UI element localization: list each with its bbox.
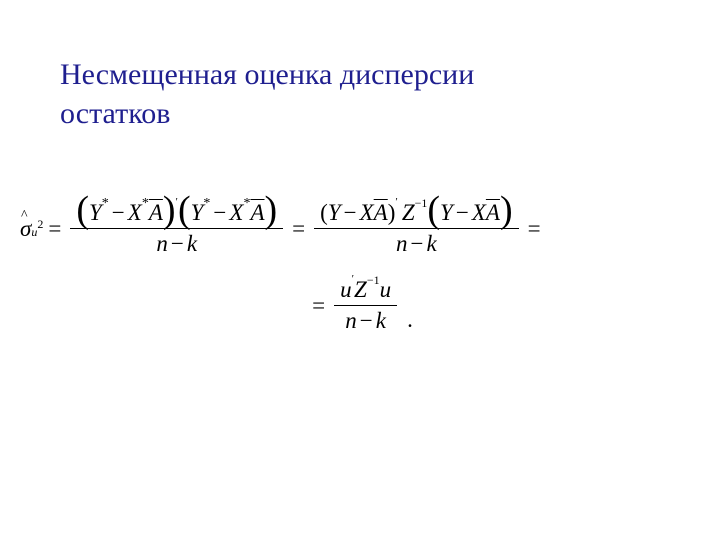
fraction-2: (Y−XA)′Z−1(Y−XA) n−k xyxy=(314,200,518,257)
sigma-hat: ^ σ u 2 xyxy=(20,216,43,242)
fraction-1: (Y*−X*A)′(Y*−X*A) n−k xyxy=(70,200,283,257)
title-line2: остатков xyxy=(60,97,170,130)
equals-2: = xyxy=(292,216,305,242)
frac2-num: (Y−XA)′Z−1(Y−XA) xyxy=(314,200,518,229)
formula-line-1: ^ σ u 2 = (Y*−X*A)′(Y*−X*A) n−k = (Y−XA)… xyxy=(20,200,700,257)
slide-title: Несмещенная оценка дисперсии остатков xyxy=(60,55,474,133)
frac3-den: n−k xyxy=(345,306,386,334)
equals-1: = xyxy=(48,216,61,242)
frac1-num: (Y*−X*A)′(Y*−X*A) xyxy=(70,200,283,229)
fraction-3: u′Z−1u n−k xyxy=(334,277,397,334)
equals-3: = xyxy=(528,216,541,242)
period: . xyxy=(407,307,413,333)
formula: ^ σ u 2 = (Y*−X*A)′(Y*−X*A) n−k = (Y−XA)… xyxy=(20,200,700,334)
formula-line-2: = u′Z−1u n−k . xyxy=(20,277,700,334)
frac3-num: u′Z−1u xyxy=(334,277,397,306)
frac2-den: n−k xyxy=(396,229,437,257)
equals-4: = xyxy=(312,293,325,319)
sigma-symbol: σ xyxy=(20,216,31,242)
frac1-den: n−k xyxy=(156,229,197,257)
title-line1: Несмещенная оценка дисперсии xyxy=(60,58,474,91)
sigma-sup: 2 xyxy=(37,217,43,232)
